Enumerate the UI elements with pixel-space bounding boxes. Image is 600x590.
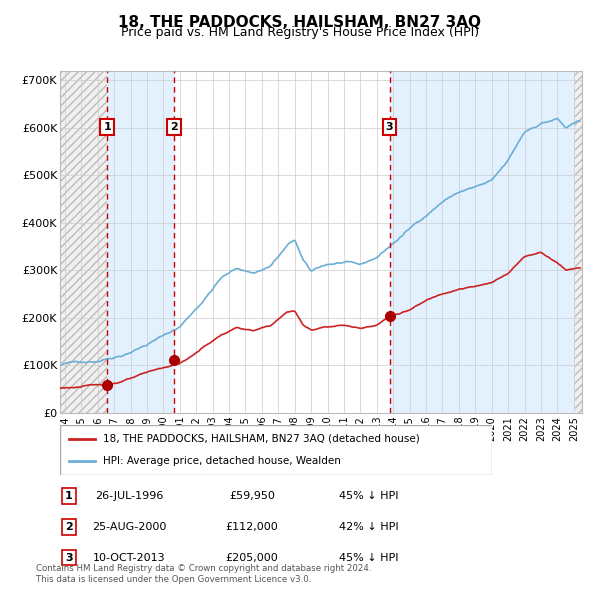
Text: 3: 3 (386, 122, 394, 132)
Text: 45% ↓ HPI: 45% ↓ HPI (339, 553, 398, 562)
Text: 1: 1 (103, 122, 111, 132)
Bar (389, 71, 582, 413)
Bar (60, 71, 107, 413)
Text: 18, THE PADDOCKS, HAILSHAM, BN27 3AQ: 18, THE PADDOCKS, HAILSHAM, BN27 3AQ (119, 15, 482, 30)
Text: £59,950: £59,950 (229, 491, 275, 501)
Text: 42% ↓ HPI: 42% ↓ HPI (339, 522, 398, 532)
Text: 3: 3 (65, 553, 73, 562)
Text: 10-OCT-2013: 10-OCT-2013 (92, 553, 166, 562)
Text: 2: 2 (65, 522, 73, 532)
Text: 45% ↓ HPI: 45% ↓ HPI (339, 491, 398, 501)
Text: £112,000: £112,000 (226, 522, 278, 532)
Text: 1: 1 (65, 491, 73, 501)
Text: £205,000: £205,000 (226, 553, 278, 562)
Text: HPI: Average price, detached house, Wealden: HPI: Average price, detached house, Weal… (103, 456, 341, 466)
Text: 25-AUG-2000: 25-AUG-2000 (92, 522, 166, 532)
Text: This data is licensed under the Open Government Licence v3.0.: This data is licensed under the Open Gov… (36, 575, 311, 584)
Text: 2: 2 (170, 122, 178, 132)
Text: Contains HM Land Registry data © Crown copyright and database right 2024.: Contains HM Land Registry data © Crown c… (36, 565, 371, 573)
Bar (575, 71, 582, 413)
Text: 26-JUL-1996: 26-JUL-1996 (95, 491, 163, 501)
FancyBboxPatch shape (60, 425, 492, 475)
Text: Price paid vs. HM Land Registry's House Price Index (HPI): Price paid vs. HM Land Registry's House … (121, 26, 479, 39)
Bar (107, 71, 174, 413)
Text: 18, THE PADDOCKS, HAILSHAM, BN27 3AQ (detached house): 18, THE PADDOCKS, HAILSHAM, BN27 3AQ (de… (103, 434, 420, 444)
